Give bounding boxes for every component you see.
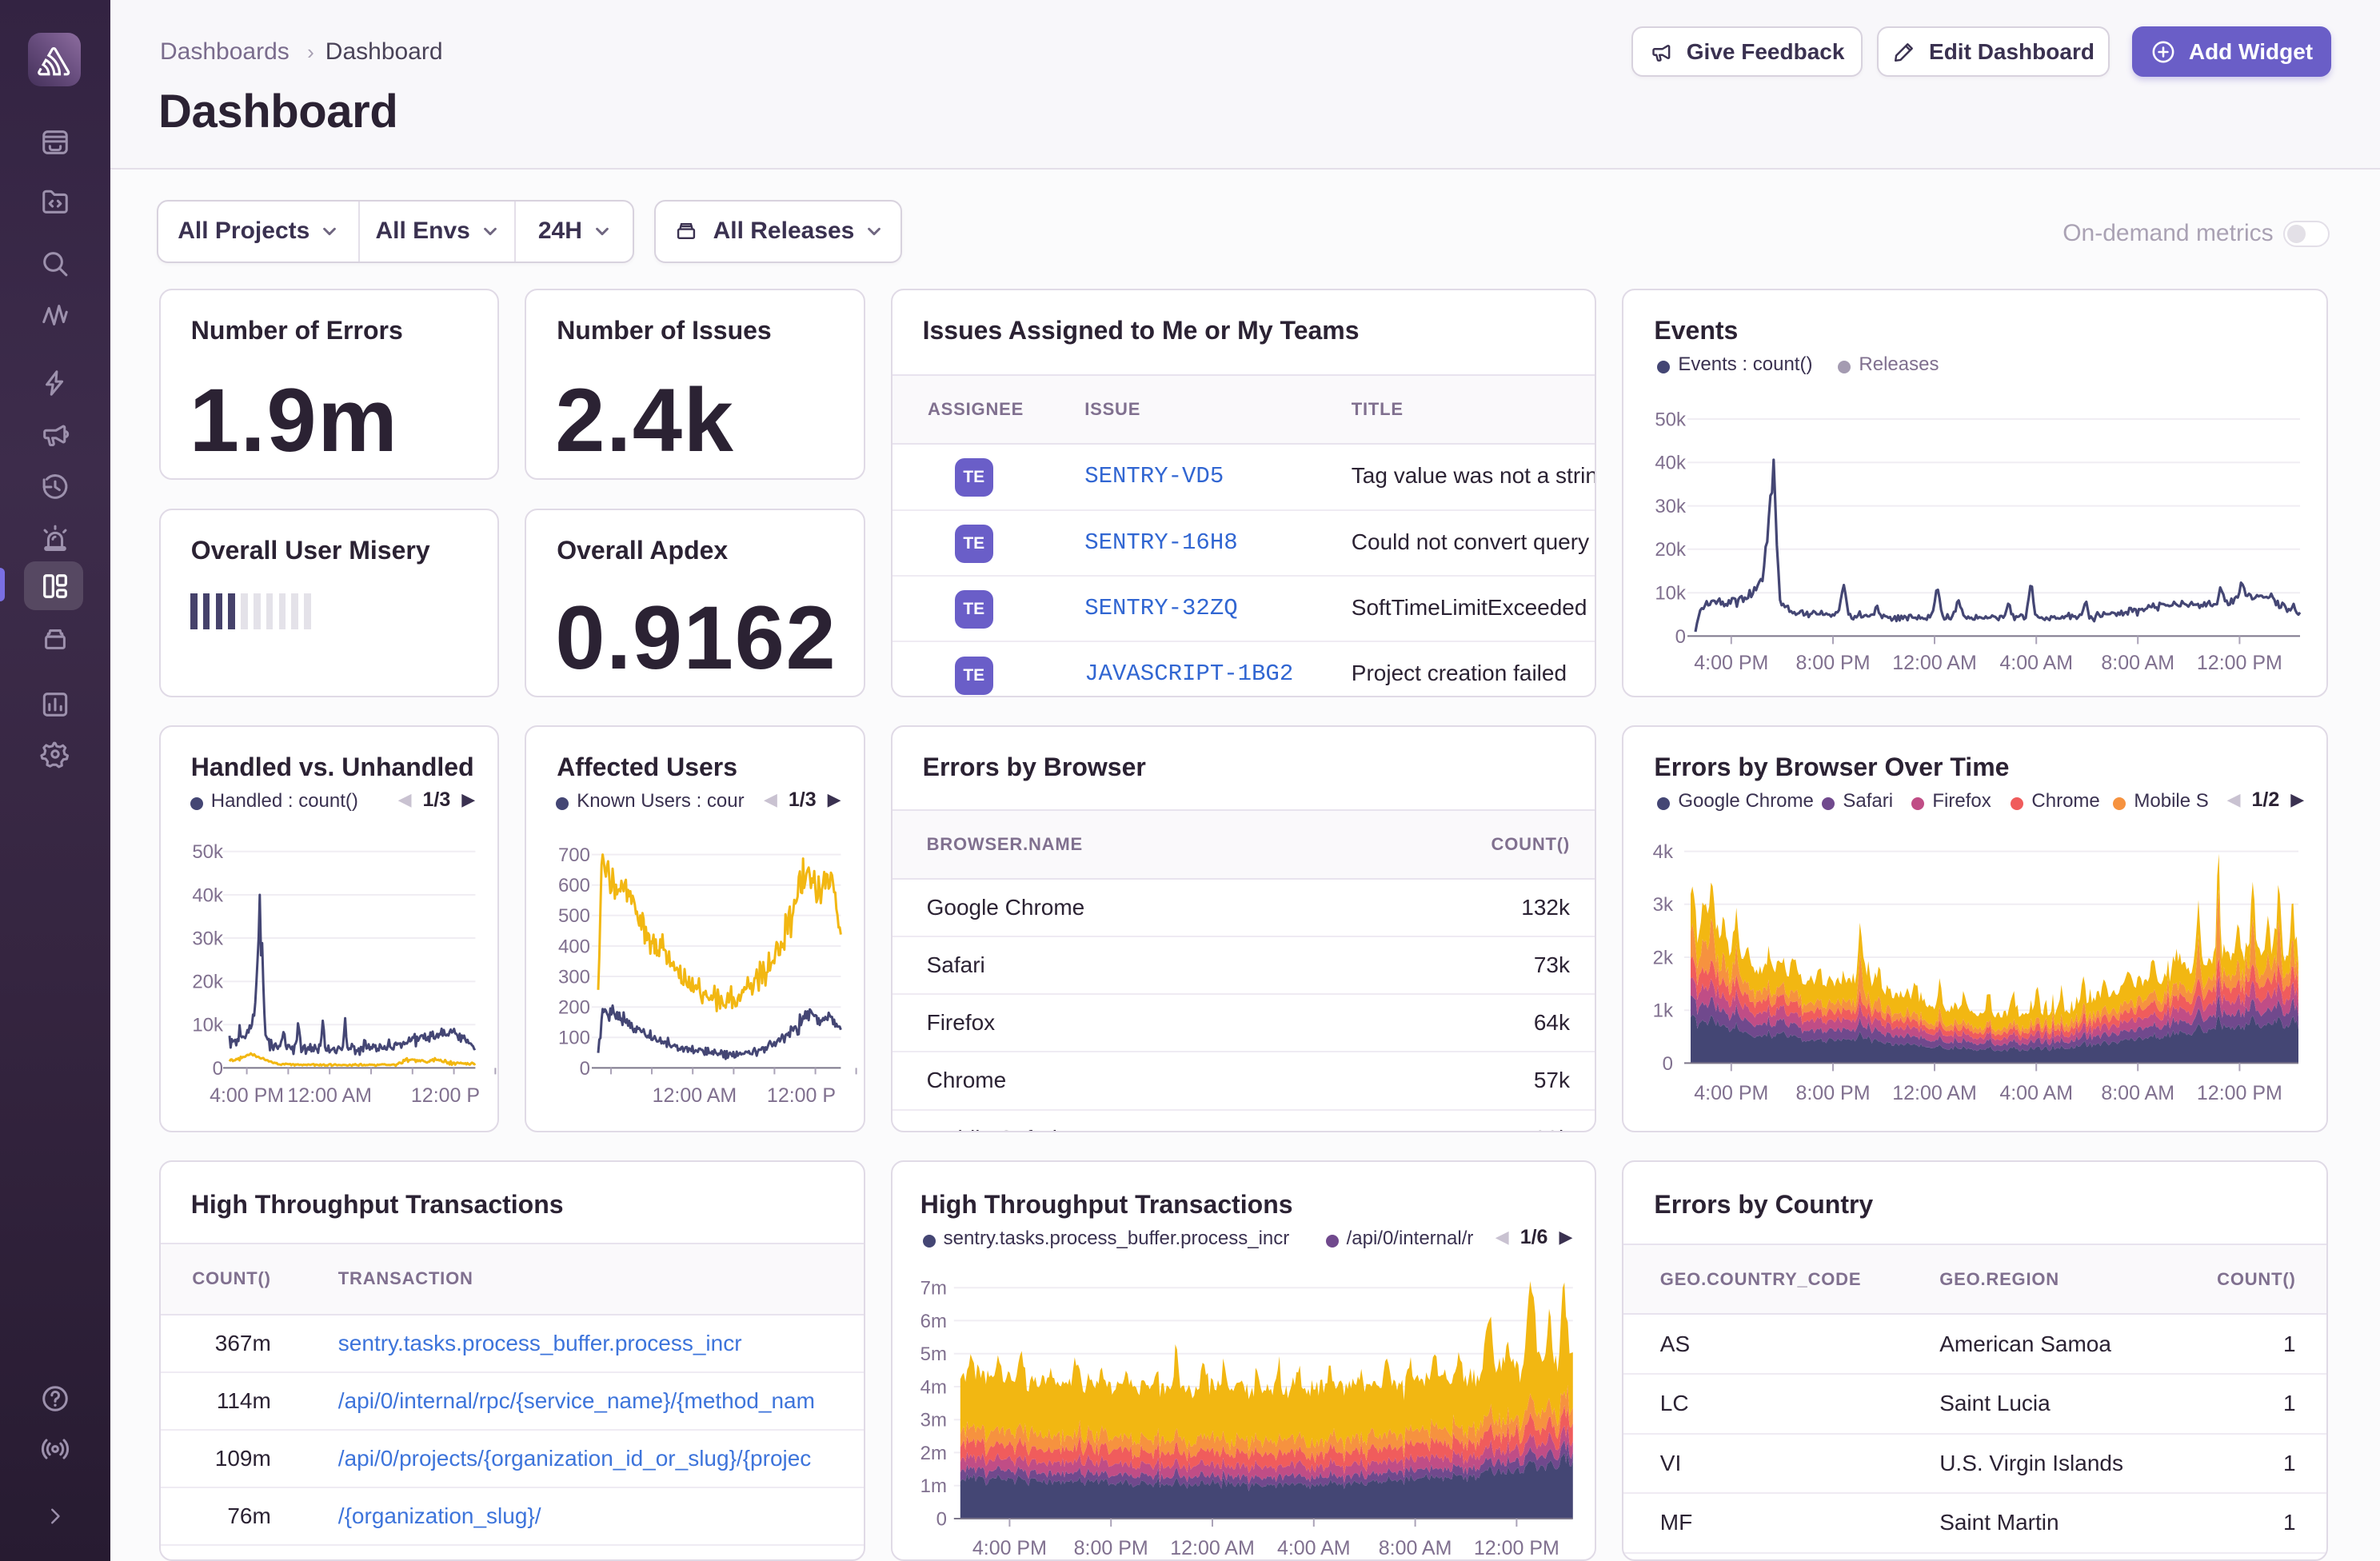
svg-text:3m: 3m xyxy=(920,1409,946,1431)
svg-text:12:00 AM: 12:00 AM xyxy=(1893,652,1978,674)
svg-text:500: 500 xyxy=(558,905,590,927)
svg-text:12:00 AM: 12:00 AM xyxy=(1893,1082,1978,1104)
svg-text:0: 0 xyxy=(580,1058,590,1080)
svg-text:1k: 1k xyxy=(1653,1000,1674,1021)
svg-text:4:00 PM: 4:00 PM xyxy=(210,1084,284,1107)
svg-text:8:00 PM: 8:00 PM xyxy=(1796,652,1871,674)
svg-text:50k: 50k xyxy=(192,841,224,863)
svg-text:12:00 PM: 12:00 PM xyxy=(1474,1537,1559,1559)
svg-text:12:00 P: 12:00 P xyxy=(767,1084,836,1107)
svg-text:40k: 40k xyxy=(192,884,224,906)
svg-text:40k: 40k xyxy=(1655,453,1687,474)
svg-text:12:00 PM: 12:00 PM xyxy=(2197,652,2282,674)
svg-text:4:00 PM: 4:00 PM xyxy=(1695,1082,1769,1104)
svg-text:12:00 AM: 12:00 AM xyxy=(653,1084,737,1107)
svg-text:0: 0 xyxy=(936,1508,946,1530)
svg-text:1m: 1m xyxy=(920,1475,946,1497)
svg-text:0: 0 xyxy=(1663,1053,1673,1075)
svg-text:10k: 10k xyxy=(1655,583,1687,605)
svg-text:5m: 5m xyxy=(920,1343,946,1365)
svg-text:8:00 AM: 8:00 AM xyxy=(2102,1082,2175,1104)
svg-text:8:00 AM: 8:00 AM xyxy=(1378,1537,1452,1559)
svg-text:4:00 PM: 4:00 PM xyxy=(1695,652,1769,674)
svg-text:20k: 20k xyxy=(1655,539,1687,561)
svg-text:3k: 3k xyxy=(1653,894,1674,916)
svg-text:7m: 7m xyxy=(920,1277,946,1299)
svg-text:100: 100 xyxy=(558,1027,590,1048)
svg-text:30k: 30k xyxy=(192,928,224,949)
svg-text:12:00 P: 12:00 P xyxy=(411,1084,480,1107)
svg-text:6m: 6m xyxy=(920,1311,946,1332)
svg-text:4:00 AM: 4:00 AM xyxy=(2000,652,2074,674)
svg-text:4k: 4k xyxy=(1653,841,1674,863)
svg-text:600: 600 xyxy=(558,875,590,896)
svg-text:50k: 50k xyxy=(1655,409,1687,430)
svg-text:0: 0 xyxy=(1675,626,1686,648)
svg-text:300: 300 xyxy=(558,966,590,988)
svg-text:2m: 2m xyxy=(920,1443,946,1464)
svg-text:12:00 AM: 12:00 AM xyxy=(287,1084,372,1107)
svg-text:10k: 10k xyxy=(192,1014,224,1036)
svg-text:8:00 PM: 8:00 PM xyxy=(1073,1537,1148,1559)
svg-text:12:00 AM: 12:00 AM xyxy=(1170,1537,1255,1559)
svg-text:0: 0 xyxy=(212,1058,222,1080)
svg-text:4:00 PM: 4:00 PM xyxy=(972,1537,1046,1559)
svg-text:12:00 PM: 12:00 PM xyxy=(2197,1082,2282,1104)
svg-text:200: 200 xyxy=(558,996,590,1018)
svg-text:30k: 30k xyxy=(1655,496,1687,517)
svg-text:2k: 2k xyxy=(1653,947,1674,968)
svg-text:8:00 AM: 8:00 AM xyxy=(2102,652,2175,674)
svg-text:700: 700 xyxy=(558,844,590,866)
svg-text:4:00 AM: 4:00 AM xyxy=(1277,1537,1351,1559)
svg-text:4m: 4m xyxy=(920,1376,946,1398)
svg-text:4:00 AM: 4:00 AM xyxy=(2000,1082,2074,1104)
svg-text:8:00 PM: 8:00 PM xyxy=(1796,1082,1871,1104)
svg-text:20k: 20k xyxy=(192,971,224,992)
svg-text:400: 400 xyxy=(558,936,590,957)
